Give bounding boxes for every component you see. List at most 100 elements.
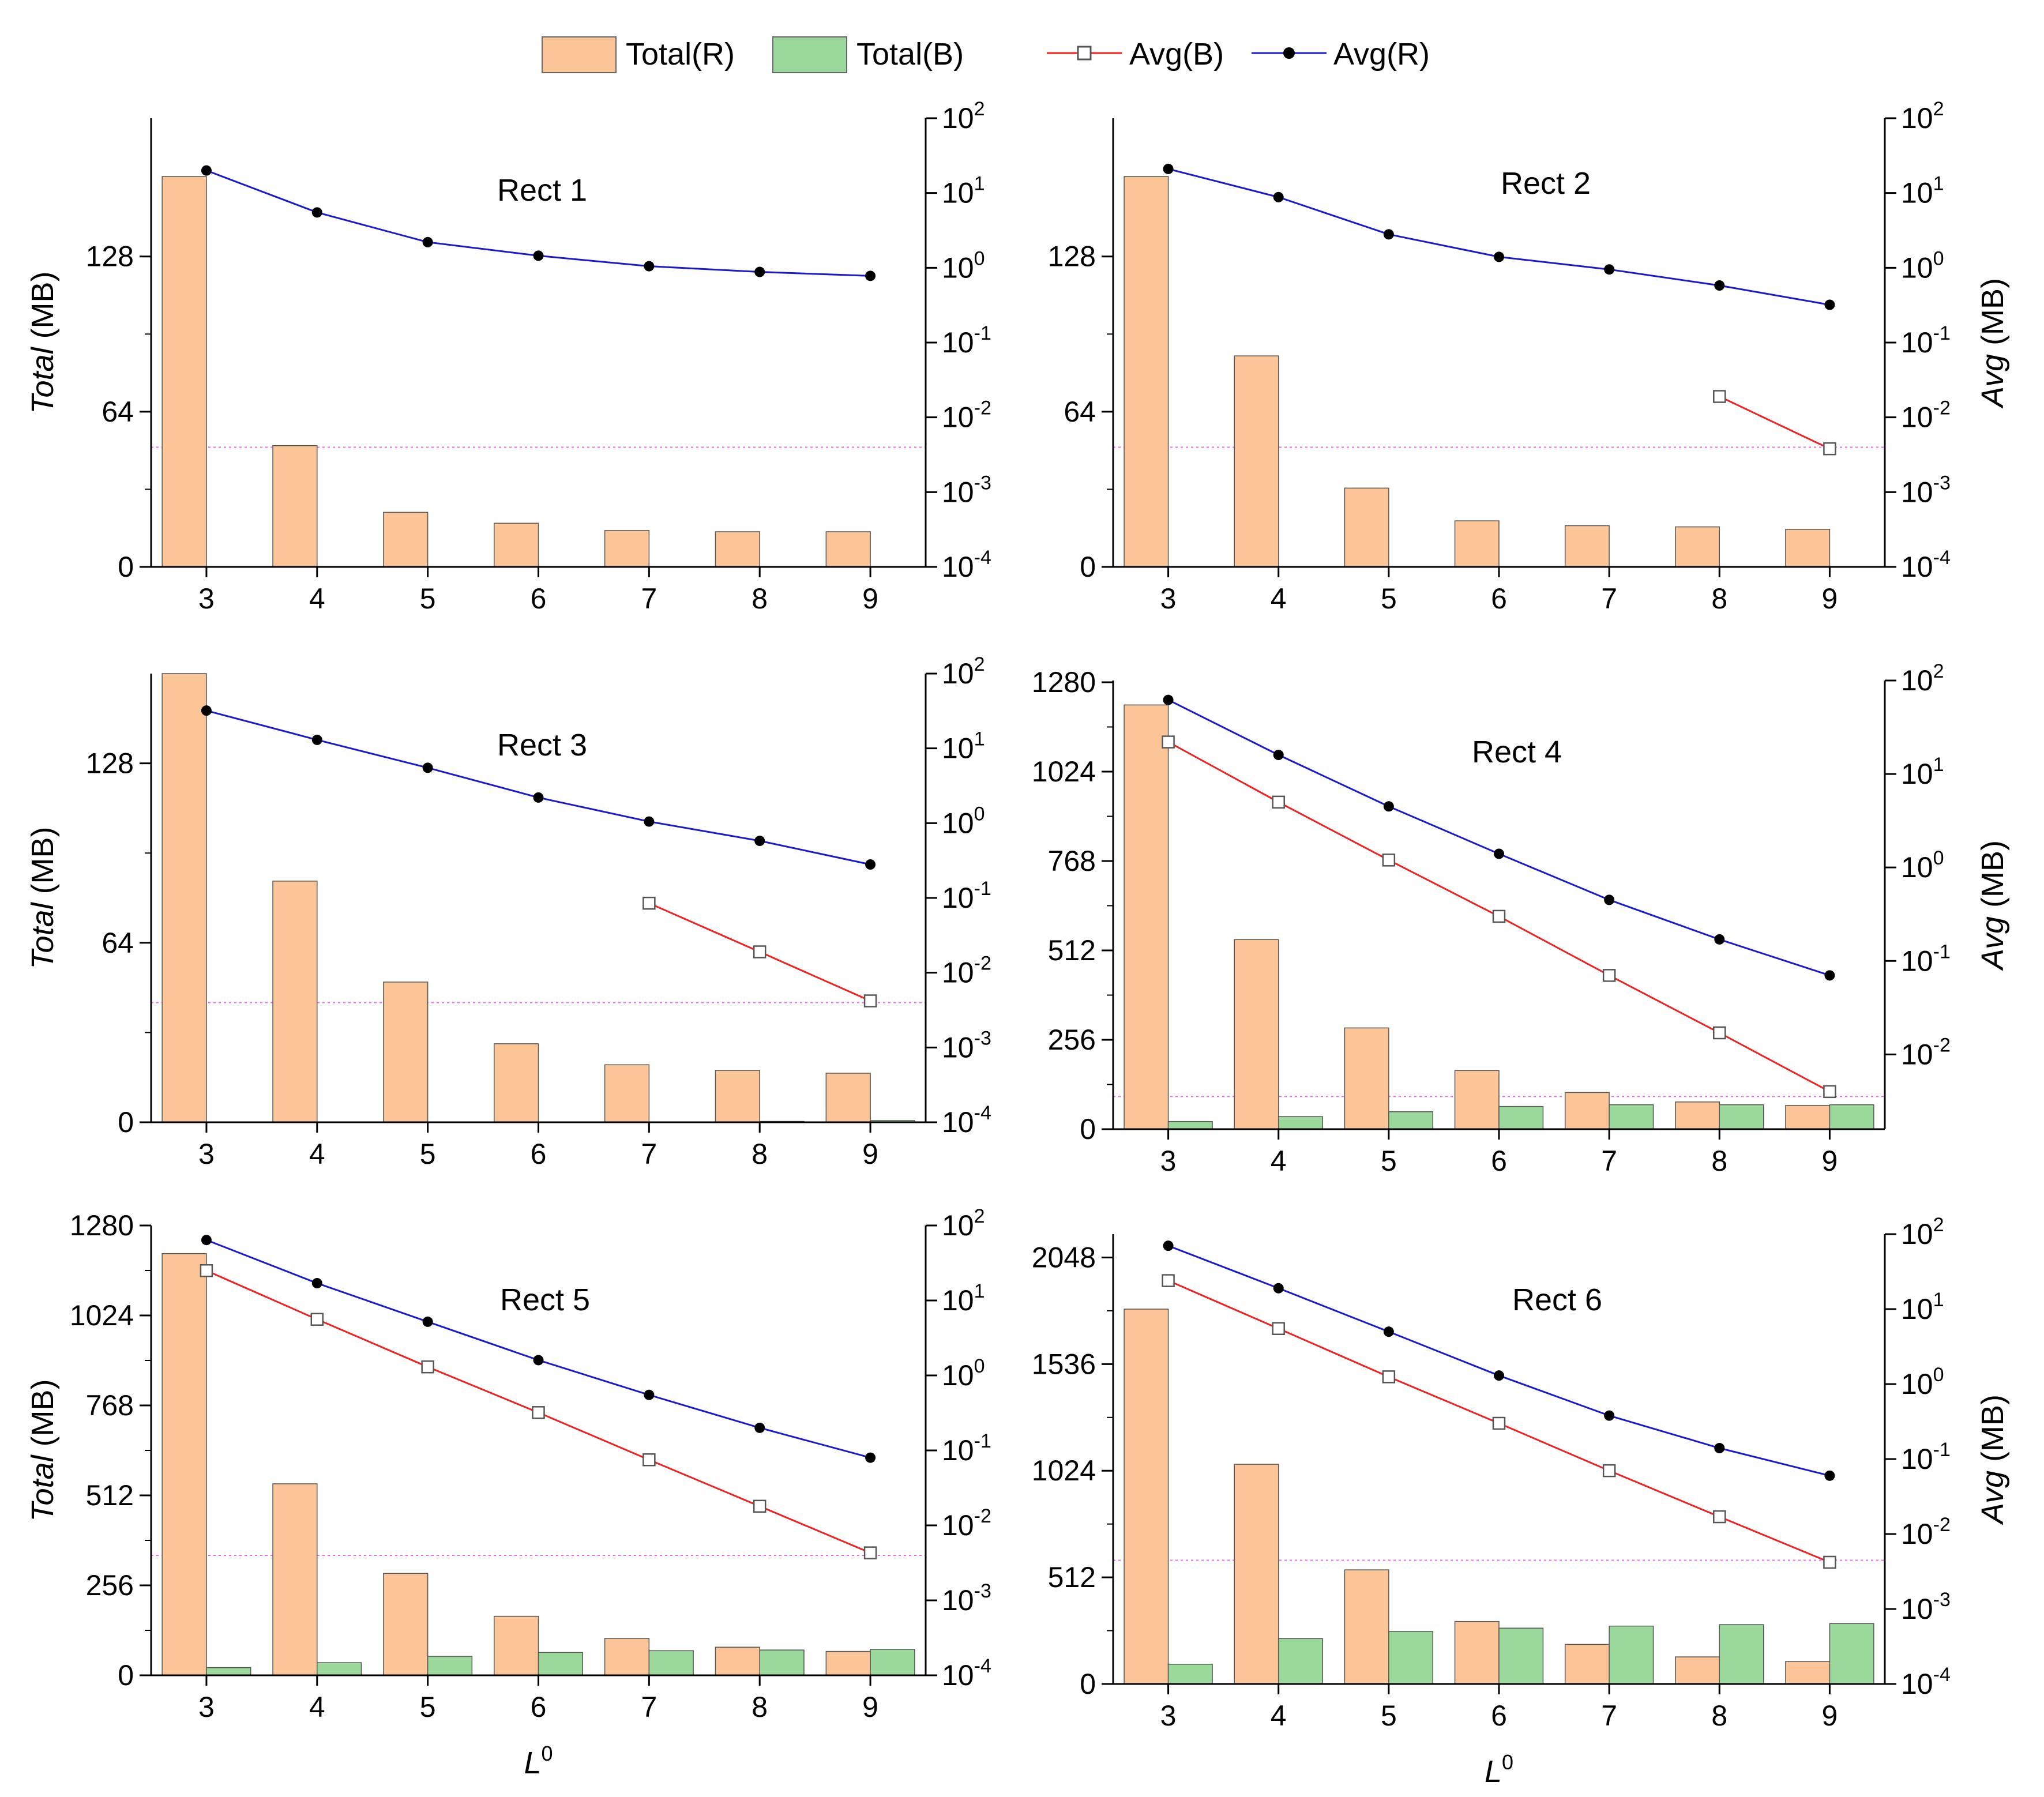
legend-label-total-b: Total(B) xyxy=(856,37,964,72)
bar-total-b xyxy=(1829,1104,1874,1130)
y-right-tick-label: 101 xyxy=(942,173,985,209)
point-avg-r xyxy=(1273,191,1284,202)
legend-swatch-total-b xyxy=(772,36,847,73)
bar-total-r xyxy=(715,1646,760,1676)
point-avg-r xyxy=(422,1316,433,1327)
y-right-tick-label: 102 xyxy=(942,98,985,134)
bar-total-b xyxy=(1609,1104,1654,1130)
y-right-tick-label: 10-1 xyxy=(942,878,991,914)
y-right-tick-label: 100 xyxy=(942,247,985,284)
bar-total-b xyxy=(1829,1623,1874,1685)
bar-total-b xyxy=(1609,1625,1654,1685)
point-avg-r xyxy=(644,816,655,827)
y-left-tick-label: 1024 xyxy=(70,1299,134,1332)
point-avg-r xyxy=(201,165,212,176)
chart-title: Rect 1 xyxy=(497,173,587,208)
point-avg-b xyxy=(642,1453,656,1467)
bar-total-r xyxy=(1785,1105,1831,1130)
point-avg-b xyxy=(532,1406,545,1419)
y-right-tick-label: 10-4 xyxy=(942,1102,991,1138)
point-avg-r xyxy=(1494,1370,1504,1381)
y-right-tick-label: 10-3 xyxy=(942,472,991,508)
y-right-tick-label: 100 xyxy=(1901,247,1944,284)
point-avg-r xyxy=(201,1235,212,1246)
point-avg-r xyxy=(1383,229,1394,240)
bar-total-b xyxy=(538,1652,583,1676)
chart-panel-2: 3 4 5 6 7 8 9 0 64 128 102 101 100 10-1 10-2 10-3 10-4 Re… xyxy=(1048,98,2010,615)
legend: Total(R) Total(B) Avg(B) Avg(R) xyxy=(542,36,1430,73)
point-avg-b xyxy=(1162,1274,1175,1287)
point-avg-r xyxy=(1824,970,1835,981)
point-avg-r xyxy=(1714,280,1725,291)
bar-total-r xyxy=(494,522,539,567)
bar-total-r xyxy=(825,531,871,567)
legend-label-avg-b: Avg(B) xyxy=(1129,37,1224,72)
y-left-tick-label: 512 xyxy=(1048,1561,1096,1593)
bar-total-r xyxy=(1675,1101,1720,1130)
x-tick-label: 5 xyxy=(420,582,436,615)
x-tick-label: 7 xyxy=(1601,1145,1617,1177)
point-avg-r xyxy=(644,1389,655,1400)
x-tick-label: 9 xyxy=(1822,1145,1838,1177)
y-left-tick-label: 512 xyxy=(86,1479,134,1512)
bar-total-r xyxy=(1124,704,1169,1130)
x-tick-label: 8 xyxy=(752,1691,768,1723)
y-left-tick-label: 128 xyxy=(86,240,134,273)
point-avg-b xyxy=(1823,1555,1836,1569)
point-avg-r xyxy=(1163,694,1174,705)
point-avg-r xyxy=(533,1355,544,1366)
point-avg-b xyxy=(753,1499,766,1513)
x-tick-label: 8 xyxy=(1711,582,1727,615)
bar-total-b xyxy=(1719,1624,1764,1685)
x-tick-label: 4 xyxy=(309,1691,325,1723)
x-tick-label: 7 xyxy=(641,1138,657,1170)
series-line-avg-b xyxy=(1719,396,1831,450)
bar-total-b xyxy=(427,1656,473,1676)
y-right-tick-label: 101 xyxy=(1901,754,1944,790)
bar-total-r xyxy=(383,982,429,1123)
bar-total-r xyxy=(494,1043,539,1123)
y-left-tick-label: 768 xyxy=(1048,845,1096,877)
bar-total-r xyxy=(1675,526,1720,567)
y-right-tick-label: 10-4 xyxy=(1901,547,1951,583)
point-avg-b xyxy=(753,945,766,958)
x-tick-label: 5 xyxy=(1381,1700,1397,1732)
y-right-tick-label: 10-4 xyxy=(942,1655,991,1691)
bar-total-r xyxy=(272,445,318,567)
point-avg-b xyxy=(863,994,877,1007)
y-left-tick-label: 1536 xyxy=(1032,1348,1096,1380)
y-right-tick-label: 10-3 xyxy=(942,1580,991,1616)
x-tick-label: 6 xyxy=(531,1138,547,1170)
point-avg-r xyxy=(311,734,322,745)
series-line-avg-r xyxy=(1168,1245,1830,1477)
legend-swatch-total-r xyxy=(542,36,617,73)
point-avg-b xyxy=(1823,1085,1836,1099)
y-right-tick-label: 10-2 xyxy=(942,953,991,989)
y-right-axis-label: Avg (MB) xyxy=(1975,278,2010,409)
y-right-tick-label: 102 xyxy=(1901,1214,1944,1250)
x-tick-label: 4 xyxy=(1271,1145,1287,1177)
y-right-tick-label: 10-2 xyxy=(1901,1034,1951,1070)
x-tick-label: 3 xyxy=(1160,582,1177,615)
legend-label-total-r: Total(R) xyxy=(626,37,735,72)
legend-marker-avg-b xyxy=(1077,46,1092,61)
point-avg-b xyxy=(310,1313,324,1326)
y-right-tick-label: 10-2 xyxy=(1901,1514,1951,1550)
bar-total-r xyxy=(604,530,650,567)
point-avg-b xyxy=(863,1546,877,1559)
point-avg-r xyxy=(1163,1240,1174,1251)
chart-panel-6: 3 4 5 6 7 8 9 0 512 1024 1536 2048 102 101 100 10-1 10-2… xyxy=(1032,1214,2010,1789)
point-avg-r xyxy=(311,207,322,218)
bar-total-b xyxy=(648,1650,694,1676)
y-right-tick-label: 10-4 xyxy=(1901,1664,1951,1700)
y-right-tick-label: 10-1 xyxy=(942,1430,991,1467)
x-tick-label: 4 xyxy=(309,1138,325,1170)
bar-total-r xyxy=(1344,1569,1389,1685)
chart-title: Rect 5 xyxy=(500,1283,590,1317)
point-avg-r xyxy=(1604,264,1615,275)
x-axis-label: L0 xyxy=(1485,1750,1513,1789)
bar-total-r xyxy=(1454,1621,1500,1685)
bar-total-r xyxy=(1124,1309,1169,1685)
point-avg-r xyxy=(311,1278,322,1289)
bar-total-b xyxy=(1498,1627,1544,1685)
